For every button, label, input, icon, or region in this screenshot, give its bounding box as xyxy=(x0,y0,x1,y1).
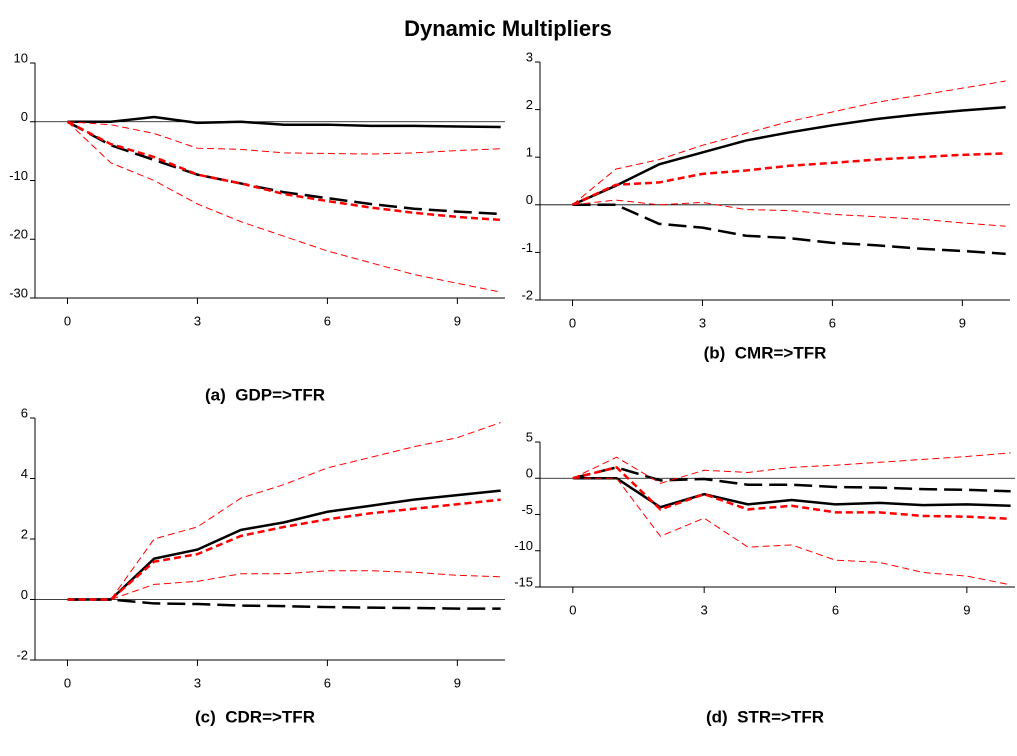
x-tick-label: 0 xyxy=(569,602,576,617)
series-line xyxy=(67,121,501,155)
subplot-caption: (a) GDP=>TFR xyxy=(205,385,325,404)
series-line xyxy=(572,477,1011,509)
figure-title: Dynamic Multipliers xyxy=(404,16,612,41)
y-tick-label: 1 xyxy=(526,145,533,160)
y-tick-label: 6 xyxy=(21,405,28,420)
series-line xyxy=(572,80,1006,206)
x-tick-label: 3 xyxy=(194,675,201,690)
y-tick-label: -1 xyxy=(521,240,533,255)
series-line xyxy=(572,466,1011,493)
x-tick-label: 9 xyxy=(454,675,461,690)
series-line xyxy=(66,120,501,216)
y-tick-label: -15 xyxy=(514,574,533,589)
y-tick-label: 0 xyxy=(526,466,533,481)
subplot-caption: (c) CDR=>TFR xyxy=(195,707,315,726)
series-line xyxy=(67,489,501,601)
x-tick-label: 0 xyxy=(569,315,576,330)
y-tick-label: 0 xyxy=(21,587,28,602)
y-tick-label: 10 xyxy=(14,50,28,65)
x-tick-label: 6 xyxy=(324,675,331,690)
series-line xyxy=(572,465,1011,521)
x-tick-label: 3 xyxy=(701,602,708,617)
y-tick-label: 0 xyxy=(526,192,533,207)
y-tick-label: -2 xyxy=(16,647,28,662)
series-line xyxy=(572,477,1011,586)
y-tick-label: 0 xyxy=(21,109,28,124)
x-tick-label: 0 xyxy=(64,313,71,328)
y-tick-label: 4 xyxy=(21,466,28,481)
y-tick-label: -30 xyxy=(9,285,28,300)
series-line xyxy=(572,452,1011,484)
series-line xyxy=(571,152,1006,206)
series-line xyxy=(66,120,501,222)
y-tick-label: 2 xyxy=(526,97,533,112)
series-line xyxy=(571,105,1006,206)
y-tick-label: 5 xyxy=(526,429,533,444)
y-tick-label: 2 xyxy=(21,526,28,541)
series-line xyxy=(572,203,1006,256)
y-tick-label: -20 xyxy=(9,227,28,242)
series-line xyxy=(67,498,501,601)
x-tick-label: 3 xyxy=(194,313,201,328)
series-line xyxy=(572,199,1006,227)
y-tick-label: -5 xyxy=(521,502,533,517)
x-tick-label: 9 xyxy=(454,313,461,328)
y-tick-label: -10 xyxy=(514,538,533,553)
series-line xyxy=(67,598,501,610)
x-tick-label: 3 xyxy=(699,315,706,330)
subplot-caption: (b) CMR=>TFR xyxy=(704,343,827,362)
y-tick-label: -2 xyxy=(521,287,533,302)
series-line xyxy=(67,570,501,600)
y-tick-label: 3 xyxy=(526,49,533,64)
y-tick-label: -10 xyxy=(9,168,28,183)
x-tick-label: 9 xyxy=(959,315,966,330)
x-tick-label: 6 xyxy=(829,315,836,330)
x-tick-label: 6 xyxy=(324,313,331,328)
series-line xyxy=(67,422,501,600)
x-tick-label: 9 xyxy=(963,602,970,617)
series-line xyxy=(67,121,501,293)
x-tick-label: 6 xyxy=(832,602,839,617)
subplot-caption: (d) STR=>TFR xyxy=(706,707,824,726)
x-tick-label: 0 xyxy=(64,675,71,690)
series-line xyxy=(67,115,501,129)
